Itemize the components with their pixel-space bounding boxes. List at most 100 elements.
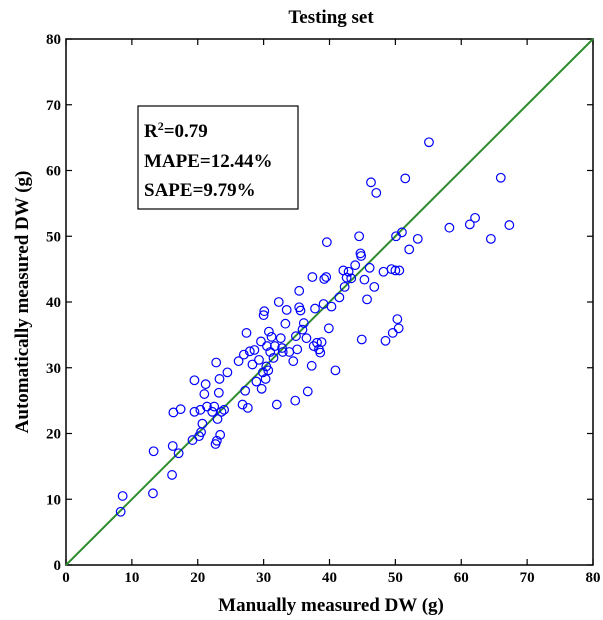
r2-value: =0.79 <box>164 121 208 142</box>
y-tick-label: 80 <box>46 32 61 48</box>
data-point <box>260 374 271 384</box>
data-point <box>148 488 158 499</box>
data-point <box>371 187 382 198</box>
data-point <box>263 365 274 376</box>
data-point <box>263 326 274 337</box>
data-point <box>343 266 354 277</box>
data-point <box>262 341 272 351</box>
data-point <box>354 231 365 242</box>
x-tick-label: 60 <box>454 570 469 586</box>
data-point <box>302 386 313 397</box>
data-point <box>295 305 306 316</box>
data-point <box>242 402 253 413</box>
data-point <box>315 347 326 358</box>
data-point <box>117 491 128 501</box>
data-point <box>189 375 200 386</box>
x-tick-label: 0 <box>62 570 70 586</box>
data-point <box>364 262 375 273</box>
data-point <box>197 418 208 429</box>
data-point <box>346 273 357 284</box>
data-point <box>207 406 218 417</box>
data-point <box>214 374 225 384</box>
data-point <box>259 306 270 317</box>
y-axis-label: Automatically measured DW (g) <box>12 171 33 434</box>
data-point <box>273 297 284 307</box>
data-point <box>247 359 258 370</box>
data-point <box>275 333 286 344</box>
data-point <box>277 343 287 353</box>
y-tick-label: 40 <box>46 295 61 311</box>
data-point <box>240 385 251 396</box>
data-point <box>277 347 288 357</box>
data-point <box>173 448 184 459</box>
data-point <box>350 260 361 271</box>
data-point <box>115 506 126 517</box>
data-point <box>254 354 264 365</box>
data-point <box>222 367 233 378</box>
data-point <box>256 383 267 394</box>
data-point <box>308 341 319 351</box>
data-point <box>392 314 403 324</box>
data-point <box>290 395 301 406</box>
data-point <box>251 376 262 387</box>
data-point <box>202 401 212 412</box>
data-point <box>189 406 200 417</box>
data-point <box>412 233 423 244</box>
data-point <box>211 357 222 368</box>
data-point <box>393 323 404 334</box>
data-point <box>266 331 277 342</box>
x-tick-label: 80 <box>586 570 601 586</box>
y-tick-label: 10 <box>46 492 61 508</box>
x-tick-label: 50 <box>388 570 403 586</box>
data-point <box>444 222 455 233</box>
data-point <box>394 265 405 276</box>
x-axis-label: Manually measured DW (g) <box>218 595 444 616</box>
data-point <box>249 345 260 355</box>
stats-box: R2=0.79 MAPE=12.44% SAPE=9.79% <box>137 105 299 210</box>
data-point <box>312 337 322 348</box>
data-point <box>268 352 279 363</box>
data-point <box>241 328 252 338</box>
data-points <box>115 137 515 517</box>
x-tick-label: 10 <box>124 570 139 586</box>
data-point <box>269 341 280 351</box>
data-point <box>200 379 211 390</box>
y-axis: 0 10 20 30 40 50 60 70 80 <box>46 32 593 574</box>
data-point <box>404 244 415 255</box>
data-point <box>485 233 496 244</box>
data-point <box>341 272 352 283</box>
data-point <box>390 265 401 276</box>
y-tick-label: 0 <box>54 558 62 574</box>
data-point <box>321 237 332 248</box>
data-point <box>237 399 248 410</box>
data-point <box>366 177 376 188</box>
data-point <box>323 323 334 334</box>
data-point <box>316 337 327 348</box>
data-point <box>199 389 210 399</box>
data-point <box>216 406 227 417</box>
data-point <box>334 292 345 303</box>
data-point <box>400 173 411 184</box>
data-point <box>211 435 222 446</box>
data-point <box>297 324 308 335</box>
data-point <box>504 220 515 230</box>
data-point <box>148 446 159 457</box>
data-point <box>470 212 480 223</box>
y-tick-label: 50 <box>46 229 61 245</box>
stats-box-frame <box>137 105 299 210</box>
data-point <box>319 274 330 284</box>
data-point <box>369 281 380 292</box>
data-point <box>209 401 220 412</box>
data-point <box>306 360 317 371</box>
data-point <box>212 414 223 424</box>
data-point <box>330 365 341 376</box>
data-point <box>307 272 318 282</box>
data-point <box>280 318 291 329</box>
y-tick-label: 60 <box>46 164 61 180</box>
data-point <box>321 272 332 282</box>
data-point <box>292 344 303 355</box>
data-point <box>362 294 372 305</box>
data-point <box>339 281 350 292</box>
y-tick-label: 30 <box>46 361 61 377</box>
